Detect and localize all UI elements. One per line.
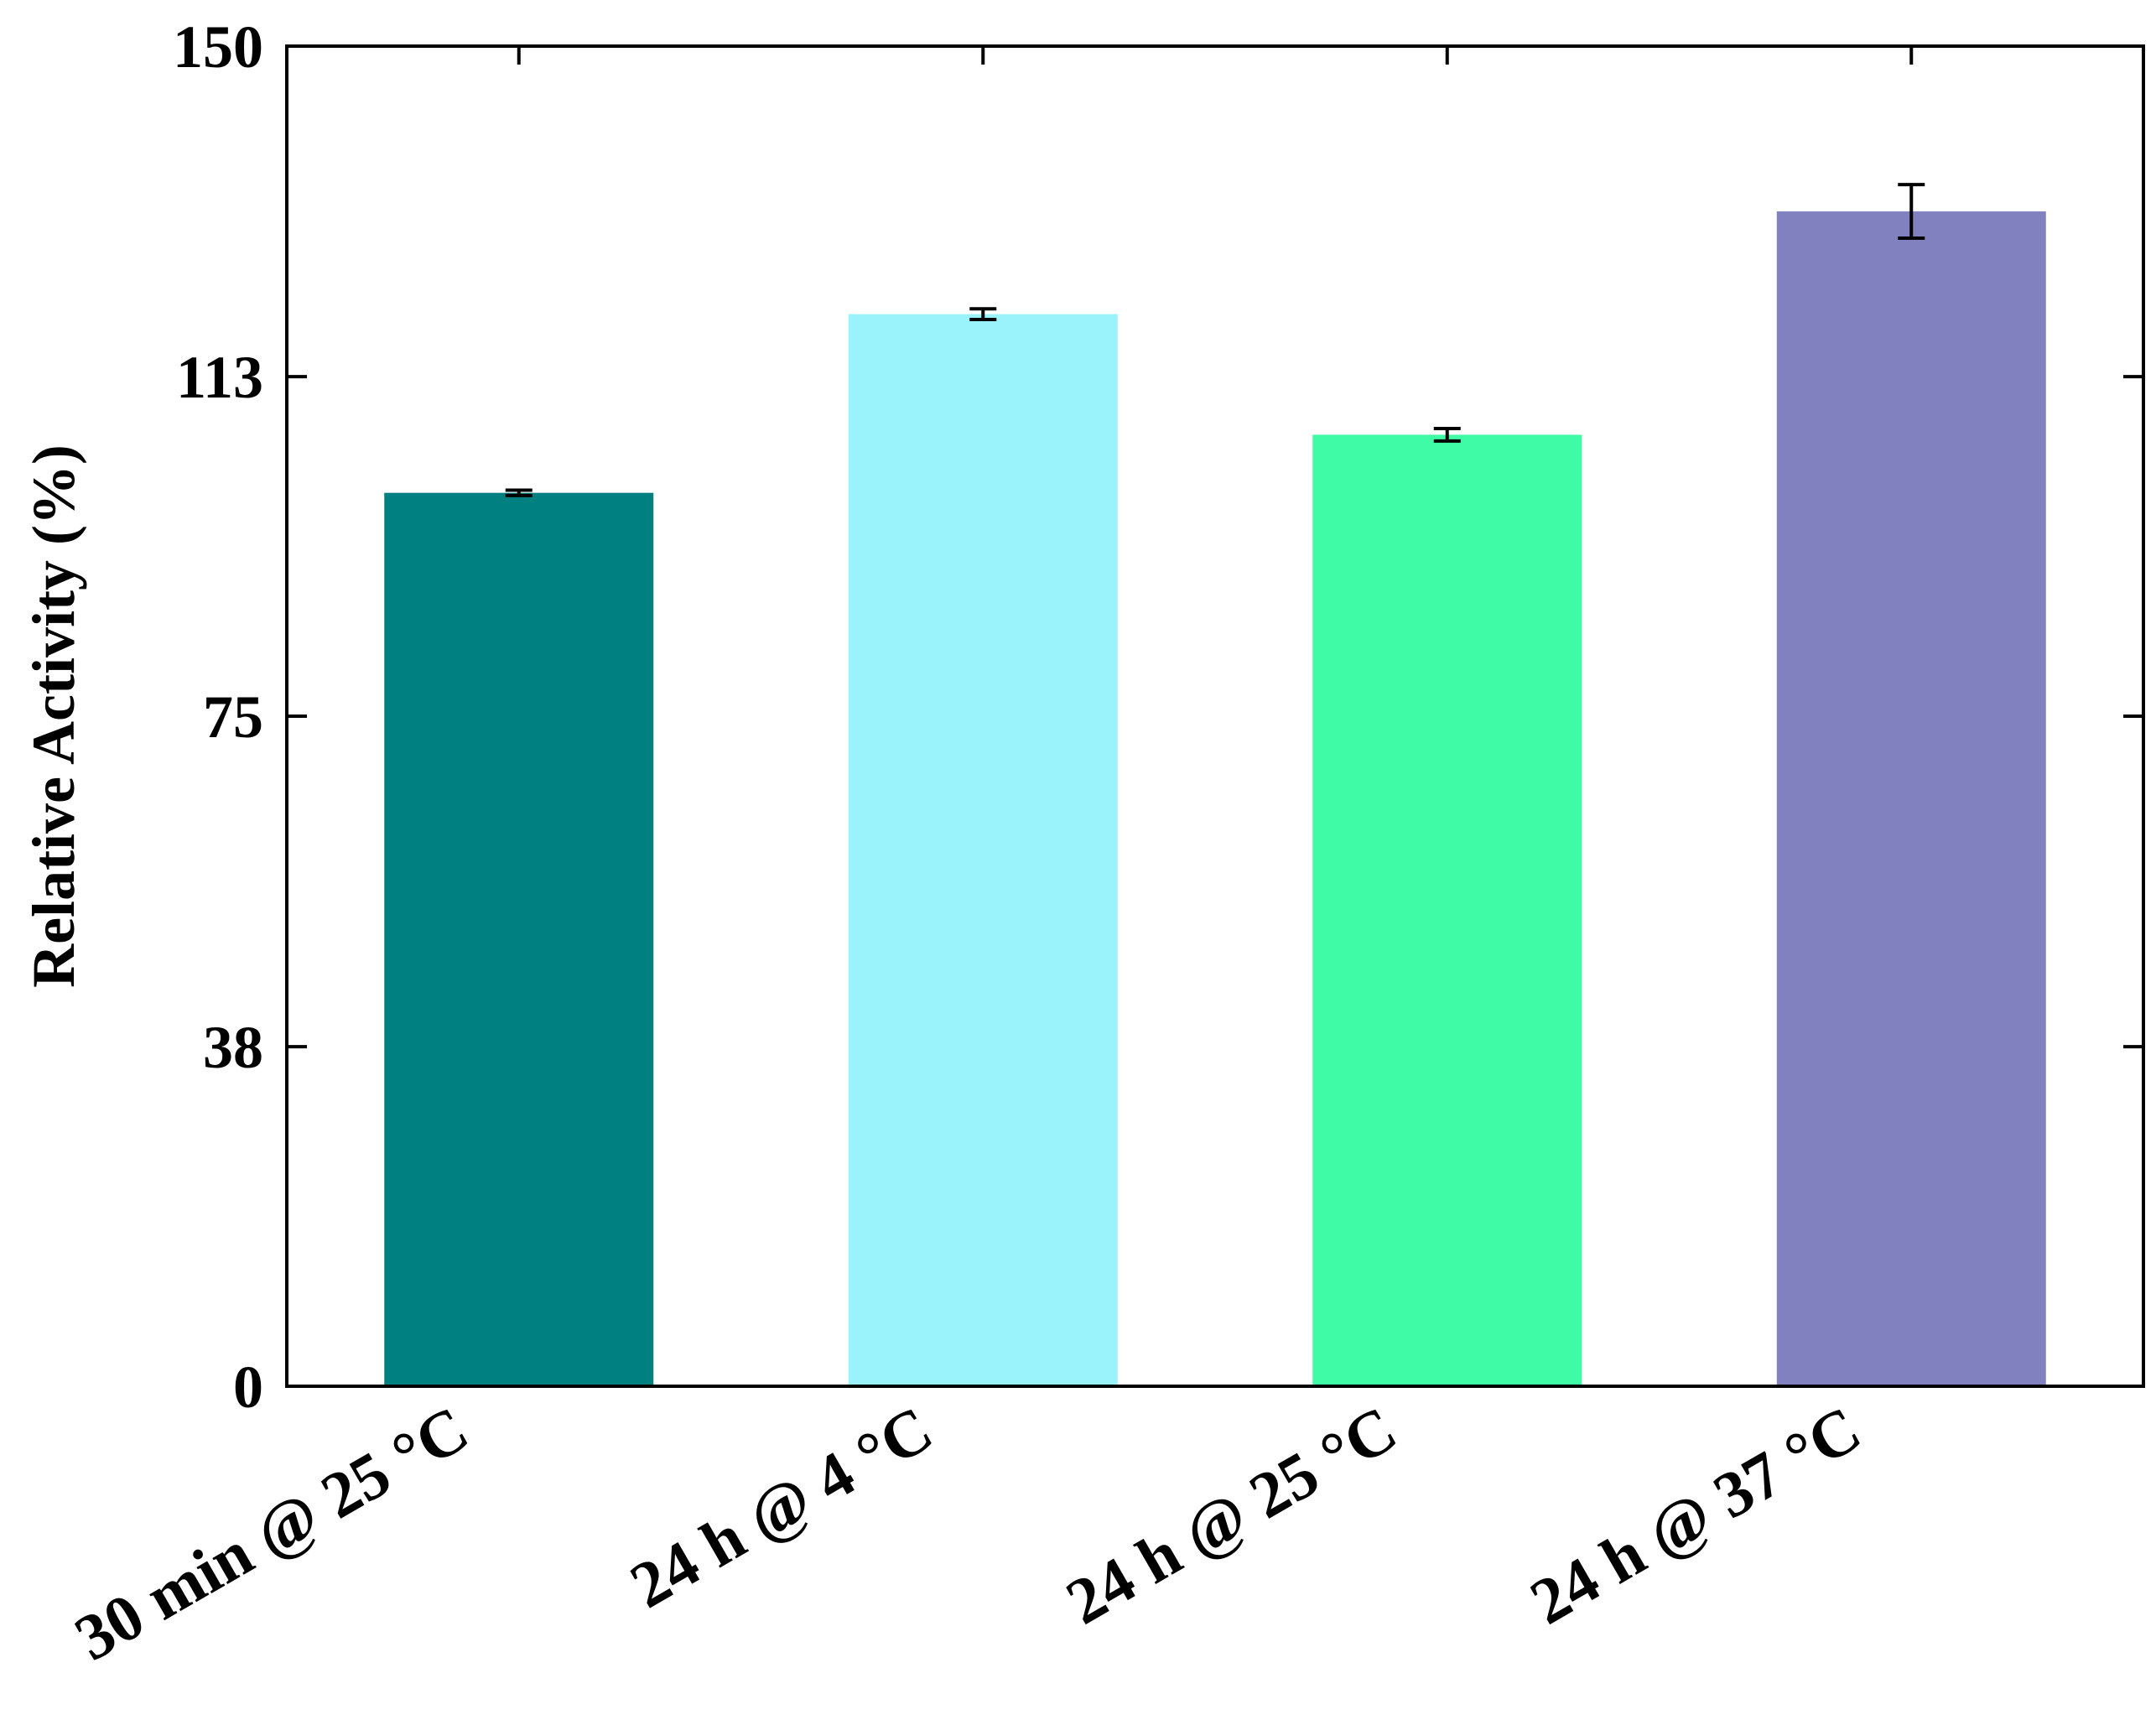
y-tick-label-0: 0 xyxy=(233,1354,263,1421)
error-bar-4 xyxy=(1898,183,1925,241)
y-tick-label-4: 150 xyxy=(173,13,263,81)
bar-1 xyxy=(384,492,654,1386)
bars-layer xyxy=(384,211,2046,1387)
bar-3 xyxy=(1312,434,1582,1387)
category-label-4: 24 h @ 37 °C xyxy=(1518,1391,1872,1638)
error-bars-layer xyxy=(505,183,1925,497)
bar-2 xyxy=(848,314,1118,1387)
y-tick-label-3: 113 xyxy=(176,344,263,411)
category-label-1: 30 min @ 25 °C xyxy=(63,1391,480,1674)
y-axis-title: Relative Activity (%) xyxy=(20,444,87,988)
y-tick-label-1: 38 xyxy=(203,1014,263,1081)
y-ticks-layer: 0 38 75 113 150 xyxy=(173,13,2143,1421)
error-bar-2 xyxy=(969,307,997,321)
category-label-3: 24 h @ 25 °C xyxy=(1054,1391,1408,1638)
category-label-2: 24 h @ 4 °C xyxy=(618,1391,944,1622)
y-tick-label-2: 75 xyxy=(203,683,263,751)
category-labels-layer: 30 min @ 25 °C 24 h @ 4 °C 24 h @ 25 °C 24 … xyxy=(63,1391,1873,1674)
error-bar-3 xyxy=(1433,426,1461,443)
bar-4 xyxy=(1776,211,2046,1386)
error-bar-1 xyxy=(505,488,533,497)
